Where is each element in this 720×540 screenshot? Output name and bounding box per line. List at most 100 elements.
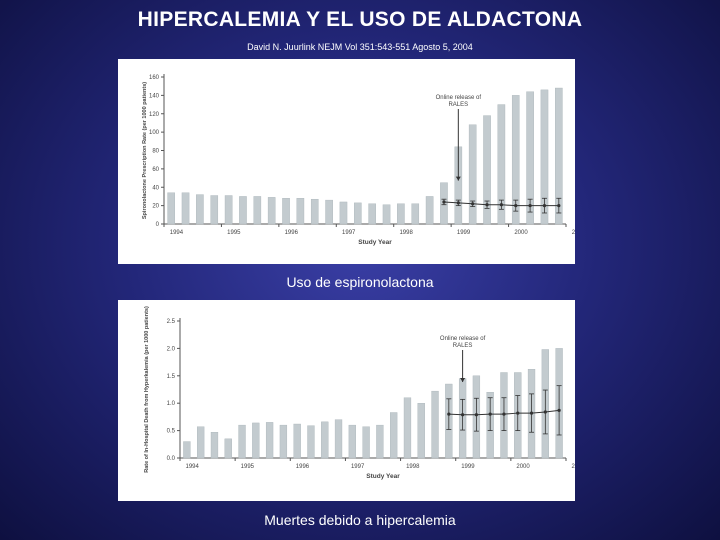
bar <box>224 438 232 459</box>
bar <box>397 203 405 225</box>
bar <box>282 198 290 225</box>
x-tick-label: 1995 <box>227 230 241 236</box>
bar <box>555 87 563 225</box>
bar <box>368 203 376 225</box>
caption-hyperkalemia: Muertes debido a hipercalemia <box>264 512 456 528</box>
x-tick-label: 1998 <box>399 230 413 236</box>
y-tick-label: 120 <box>149 112 160 118</box>
y-tick-label: 40 <box>152 185 159 191</box>
expected-rate-point <box>485 203 489 207</box>
slide-title: HIPERCALEMIA Y EL USO DE ALDACTONA <box>137 8 583 31</box>
bar <box>376 424 384 459</box>
expected-rate-point <box>456 201 460 205</box>
bar <box>279 424 288 459</box>
y-tick-label: 1.5 <box>167 374 176 380</box>
annotation-arrowhead <box>460 378 466 383</box>
bar <box>265 422 274 459</box>
bar <box>334 419 343 459</box>
bar <box>293 423 301 459</box>
expected-rate-point <box>447 412 451 416</box>
expected-rate-point <box>543 410 547 414</box>
y-tick-label: 140 <box>149 93 160 99</box>
expected-rate-point <box>499 203 503 207</box>
bar <box>181 192 190 225</box>
bar <box>411 203 420 225</box>
bar <box>267 197 276 225</box>
x-tick-label: 1994 <box>170 230 184 236</box>
expected-rate-point <box>514 204 518 208</box>
bar <box>252 422 260 459</box>
x-tick-label: 1996 <box>296 464 310 470</box>
y-tick-label: 160 <box>149 75 160 81</box>
expected-rate-point <box>502 412 506 416</box>
bar <box>296 198 305 225</box>
x-tick-label: 1997 <box>342 230 356 236</box>
x-axis-label: Study Year <box>366 473 400 480</box>
bar <box>468 124 477 225</box>
bar <box>197 426 205 459</box>
bar <box>183 441 191 459</box>
caption-prescription: Uso de espironolactona <box>286 274 434 290</box>
y-tick-label: 80 <box>152 149 159 155</box>
expected-rate-point <box>474 413 478 417</box>
chart-panel-prescription: 0 20 40 60 80 100 120 140 160 1994 1995 1996 1997 199… <box>118 59 575 264</box>
bar <box>497 104 506 225</box>
x-tick-label: 2000 <box>514 230 528 236</box>
y-axis-label: Spironolactone Prescription Rate (per 10… <box>142 82 148 219</box>
annotation-label: Online release of RALES <box>440 336 486 349</box>
x-tick-label: 2001 <box>572 464 575 470</box>
bar <box>382 204 391 225</box>
x-tick-label: 1999 <box>461 464 475 470</box>
bar <box>339 201 348 225</box>
y-tick-label: 0.5 <box>167 429 176 435</box>
x-tick-label: 1995 <box>241 464 255 470</box>
expected-rate-point <box>557 204 561 208</box>
bar <box>210 432 219 459</box>
bar <box>540 89 549 225</box>
bar <box>196 194 204 225</box>
bar <box>526 91 534 225</box>
bar <box>307 425 315 459</box>
chart-panel-hyperkalemia: 0.0 0.5 1.0 1.5 2.0 2.5 1994 1995 1996 1997 1998 19… <box>118 300 575 501</box>
hyperkalemia-death-chart: 0.0 0.5 1.0 1.5 2.0 2.5 1994 1995 1996 1997 1998 19… <box>144 306 575 480</box>
bar <box>321 421 329 459</box>
bar <box>425 196 434 225</box>
annotation-label: Online release of RALES <box>436 95 482 108</box>
expected-rate-point <box>529 411 534 415</box>
bar <box>210 195 219 225</box>
y-axis-label: Rate of In-Hospital Death from Hyperkale… <box>144 306 150 473</box>
expected-rate-point <box>442 200 446 204</box>
y-tick-label: 0.0 <box>167 456 176 462</box>
y-tick-label: 2.0 <box>167 346 176 352</box>
bar <box>253 196 262 225</box>
bar <box>390 412 398 459</box>
bar <box>310 198 319 225</box>
bar <box>348 424 356 459</box>
expected-rate-point <box>471 202 475 206</box>
bar <box>417 402 425 459</box>
bar <box>403 397 412 459</box>
x-tick-label: 1996 <box>285 230 299 236</box>
expected-rate-point <box>488 412 492 416</box>
expected-rate-point <box>557 408 561 412</box>
expected-rate-point <box>516 411 520 415</box>
expected-rate-point <box>528 204 532 208</box>
y-tick-label: 60 <box>152 167 159 173</box>
bar <box>238 424 246 459</box>
y-tick-label: 2.5 <box>167 319 176 325</box>
prescription-rate-chart: 0 20 40 60 80 100 120 140 160 1994 1995 1996 1997 199… <box>142 74 575 246</box>
x-axis-label: Study Year <box>358 239 392 246</box>
y-tick-label: 1.0 <box>167 401 176 407</box>
annotation-arrowhead <box>455 176 461 181</box>
y-tick-label: 100 <box>149 130 160 136</box>
y-tick-label: 0 <box>156 222 160 228</box>
bar <box>167 192 175 225</box>
bar <box>483 115 491 225</box>
x-tick-label: 1994 <box>186 464 200 470</box>
y-tick-label: 20 <box>152 204 159 210</box>
x-tick-label: 2001 <box>572 230 575 236</box>
bar <box>511 95 520 225</box>
bar <box>239 196 247 225</box>
x-tick-label: 1998 <box>406 464 420 470</box>
bar <box>362 426 370 459</box>
